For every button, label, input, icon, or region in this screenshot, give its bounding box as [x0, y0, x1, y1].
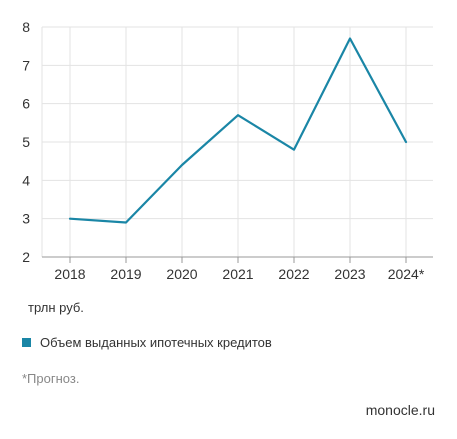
x-tick-label-6: 2024* [388, 266, 425, 282]
x-tick-label-3: 2021 [222, 266, 253, 282]
chart-series [68, 37, 408, 224]
x-tick-label-2: 2020 [166, 266, 197, 282]
y-tick-label-7: 7 [22, 57, 30, 73]
source-label: monocle.ru [365, 402, 435, 418]
chart-axis [42, 256, 433, 263]
y-tick-label-5: 5 [22, 134, 30, 150]
y-tick-label-2: 2 [22, 249, 30, 265]
legend-swatch [22, 338, 31, 347]
legend-label: Объем выданных ипотечных кредитов [40, 335, 272, 350]
y-tick-label-8: 8 [22, 19, 30, 35]
unit-label: трлн руб. [28, 300, 84, 315]
line-chart: 2 3 4 5 6 7 8 2018 2019 2020 2021 2022 2023 2024* [22, 19, 433, 282]
chart-grid [41, 26, 433, 257]
y-tick-label-4: 4 [22, 172, 30, 188]
x-tick-label-0: 2018 [54, 266, 85, 282]
x-tick-label-1: 2019 [110, 266, 141, 282]
y-axis-labels: 2 3 4 5 6 7 8 [22, 19, 30, 265]
y-tick-label-6: 6 [22, 96, 30, 112]
y-tick-label-3: 3 [22, 211, 30, 227]
x-axis-labels: 2018 2019 2020 2021 2022 2023 2024* [54, 266, 424, 282]
footnote: *Прогноз. [22, 371, 80, 386]
legend: Объем выданных ипотечных кредитов [22, 335, 272, 350]
x-tick-label-5: 2023 [334, 266, 365, 282]
x-tick-label-4: 2022 [278, 266, 309, 282]
